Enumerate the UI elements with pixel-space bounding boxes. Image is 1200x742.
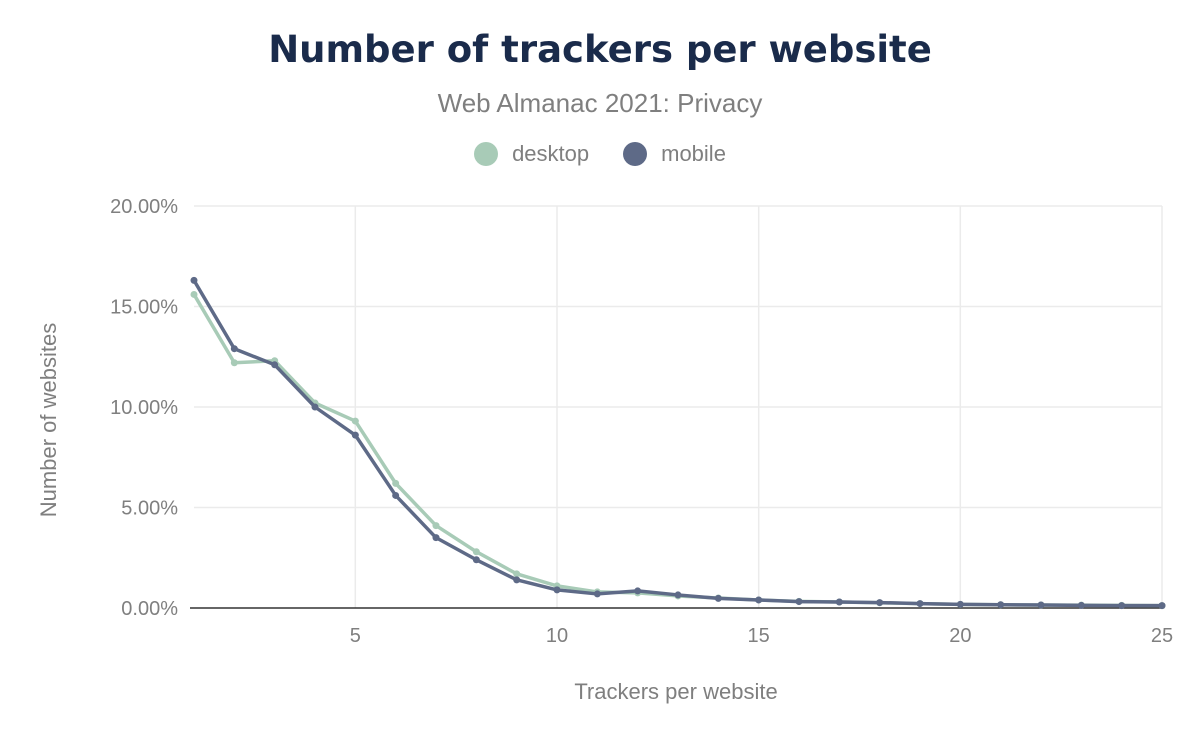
series-line-desktop <box>192 292 1164 608</box>
data-point-mobile <box>513 576 521 584</box>
data-point-mobile <box>230 345 238 353</box>
x-tick-label: 20 <box>949 625 971 647</box>
data-point-mobile <box>835 598 843 606</box>
y-tick-label: 5.00% <box>121 498 178 520</box>
x-tick-label: 10 <box>546 625 568 647</box>
data-point-mobile <box>997 601 1005 609</box>
legend-swatch-mobile <box>623 142 648 166</box>
data-point-mobile <box>351 431 359 439</box>
data-point-mobile <box>674 591 682 599</box>
data-point-desktop <box>230 359 238 367</box>
series-layer <box>190 276 1166 610</box>
chart-subtitle: Web Almanac 2021: Privacy <box>437 88 763 118</box>
data-point-mobile <box>1118 602 1126 610</box>
data-point-mobile <box>553 586 561 594</box>
grid-layer <box>190 205 1163 609</box>
data-point-desktop <box>392 479 400 487</box>
x-axis-title: Trackers per website <box>574 679 777 704</box>
y-tick-label: 10.00% <box>110 397 178 419</box>
data-point-desktop <box>432 522 440 530</box>
data-point-mobile <box>876 599 884 607</box>
legend-item-desktop[interactable]: desktop <box>474 141 589 167</box>
data-point-desktop <box>513 570 521 578</box>
chart-legend: desktop mobile <box>0 141 1200 167</box>
legend-swatch-desktop <box>474 142 499 166</box>
x-tick-label: 15 <box>748 625 770 647</box>
data-point-mobile <box>392 491 400 499</box>
legend-label-desktop: desktop <box>512 141 590 166</box>
y-axis-title: Number of websites <box>36 323 61 517</box>
x-tick-label: 25 <box>1151 625 1173 647</box>
data-point-mobile <box>956 600 964 608</box>
series-line-mobile <box>192 278 1164 608</box>
data-point-mobile <box>311 403 319 411</box>
x-tick-label: 5 <box>350 625 361 647</box>
data-point-mobile <box>432 534 440 542</box>
y-tick-label: 15.00% <box>110 297 178 319</box>
data-point-mobile <box>714 594 722 602</box>
y-tick-label: 0.00% <box>121 598 178 620</box>
data-point-mobile <box>190 276 198 284</box>
data-point-desktop <box>472 548 480 556</box>
data-point-desktop <box>351 417 359 425</box>
legend-item-mobile[interactable]: mobile <box>623 141 726 167</box>
data-point-mobile <box>755 596 763 604</box>
data-point-mobile <box>593 590 601 598</box>
data-point-mobile <box>1037 601 1045 609</box>
data-point-mobile <box>634 587 642 595</box>
data-point-mobile <box>1158 602 1166 610</box>
data-point-desktop <box>190 290 198 298</box>
legend-label-mobile: mobile <box>661 141 726 166</box>
data-point-mobile <box>271 361 279 369</box>
chart-title: Number of trackers per website <box>268 28 932 71</box>
y-tick-label: 20.00% <box>110 196 178 218</box>
data-point-mobile <box>1077 601 1085 609</box>
data-point-mobile <box>916 600 924 608</box>
data-point-mobile <box>795 598 803 606</box>
data-point-mobile <box>472 556 480 564</box>
tick-layer: 0.00% 5.00% 10.00% 15.00% 20.00% 5 10 15 20 25 <box>110 196 1173 647</box>
